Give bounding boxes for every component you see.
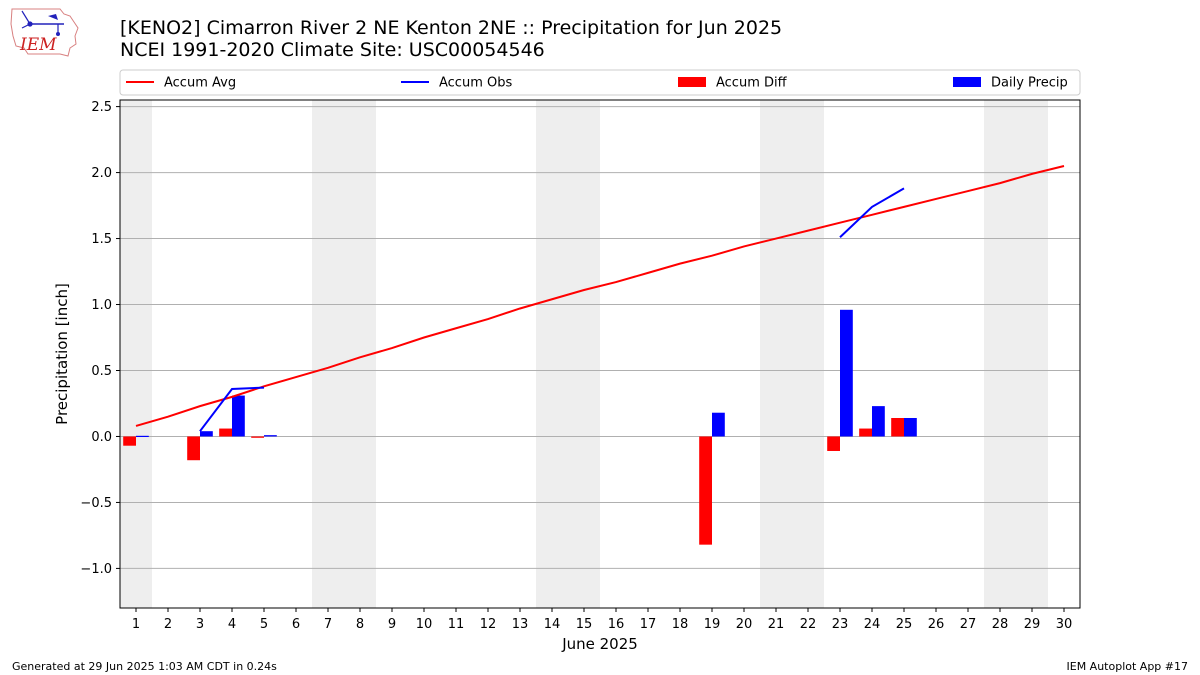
daily-bar-5	[264, 435, 277, 437]
x-tick-label: 13	[512, 617, 529, 632]
diff-bar-23	[827, 436, 840, 451]
x-tick-label: 27	[960, 617, 977, 632]
weekend-band-28	[984, 100, 1016, 608]
y-tick-label: 1.0	[91, 298, 112, 313]
x-tick-label: 19	[704, 617, 721, 632]
x-tick-label: 16	[608, 617, 625, 632]
x-axis-label: June 2025	[561, 635, 638, 653]
weekend-band-15	[568, 100, 600, 608]
weekend-band-1	[120, 100, 152, 608]
x-tick-label: 15	[576, 617, 593, 632]
x-tick-label: 11	[448, 617, 465, 632]
x-tick-label: 12	[480, 617, 497, 632]
diff-bar-25	[891, 417, 904, 437]
diff-bar-1	[123, 436, 136, 446]
x-tick-label: 3	[196, 617, 204, 632]
legend-accum-diff-swatch	[678, 77, 706, 87]
y-tick-label: 1.5	[91, 232, 112, 247]
diff-bar-4	[219, 428, 232, 437]
x-tick-label: 29	[1024, 617, 1041, 632]
y-tick-label: −0.5	[80, 496, 112, 511]
legend-accum-obs-label: Accum Obs	[439, 76, 512, 91]
weekend-band-22	[792, 100, 824, 608]
x-tick-label: 23	[832, 617, 849, 632]
x-tick-label: 20	[736, 617, 753, 632]
legend-daily-precip-label: Daily Precip	[991, 76, 1068, 91]
x-tick-label: 18	[672, 617, 689, 632]
legend-accum-diff-label: Accum Diff	[716, 76, 788, 91]
x-tick-label: 24	[864, 617, 881, 632]
daily-bar-4	[232, 395, 245, 437]
y-tick-label: 2.0	[91, 166, 112, 181]
legend: Accum Avg Accum Obs Accum Diff Daily Precip	[119, 69, 1081, 96]
chart-title: [KENO2] Cimarron River 2 NE Kenton 2NE :…	[120, 17, 783, 39]
daily-bar-23	[840, 309, 853, 437]
x-tick-label: 8	[356, 617, 364, 632]
y-tick-label: 0.5	[91, 364, 112, 379]
x-tick-label: 2	[164, 617, 172, 632]
x-tick-label: 25	[896, 617, 913, 632]
legend-box	[119, 69, 1081, 96]
daily-bar-24	[872, 406, 885, 437]
weekend-band-7	[312, 100, 344, 608]
iem-logo: IEM	[10, 8, 79, 57]
x-tick-label: 5	[260, 617, 268, 632]
x-tick-label: 1	[132, 617, 140, 632]
diff-bar-3	[187, 436, 200, 461]
logo-text: IEM	[19, 35, 57, 55]
y-tick-label: 0.0	[91, 430, 112, 445]
chart-subtitle: NCEI 1991-2020 Climate Site: USC00054546	[120, 39, 545, 61]
weekend-band-29	[1016, 100, 1048, 608]
plot-frame	[119, 99, 1081, 609]
x-tick-label: 6	[292, 617, 300, 632]
weekend-band-14	[536, 100, 568, 608]
x-tick-label: 21	[768, 617, 785, 632]
legend-accum-avg-label: Accum Avg	[164, 76, 236, 91]
legend-daily-precip-swatch	[953, 77, 981, 87]
x-tick-label: 4	[228, 617, 236, 632]
diff-bar-5	[251, 436, 264, 438]
x-tick-label: 7	[324, 617, 332, 632]
x-tick-label: 9	[388, 617, 396, 632]
y-tick-label: 2.5	[91, 100, 112, 115]
x-tick-label: 17	[640, 617, 657, 632]
daily-bar-19	[712, 412, 725, 437]
x-tick-label: 28	[992, 617, 1009, 632]
generated-note: Generated at 29 Jun 2025 1:03 AM CDT in …	[12, 660, 277, 673]
x-tick-label: 14	[544, 617, 561, 632]
accum-avg-line	[135, 165, 1065, 427]
weekend-band-21	[760, 100, 792, 608]
x-tick-label: 10	[416, 617, 433, 632]
daily-bar-25	[904, 417, 917, 437]
diff-bar-19	[699, 436, 712, 545]
app-note: IEM Autoplot App #17	[1066, 660, 1189, 673]
y-axis-label: Precipitation [inch]	[53, 283, 71, 425]
x-tick-label: 26	[928, 617, 945, 632]
daily-bar-3	[200, 431, 213, 437]
x-tick-label: 22	[800, 617, 817, 632]
accum-obs-line-1	[199, 386, 265, 432]
diff-bar-24	[859, 428, 872, 437]
daily-bar-1	[136, 435, 149, 438]
x-tick-label: 30	[1056, 617, 1073, 632]
y-tick-label: −1.0	[80, 562, 112, 577]
accum-obs-line-2	[839, 187, 905, 238]
